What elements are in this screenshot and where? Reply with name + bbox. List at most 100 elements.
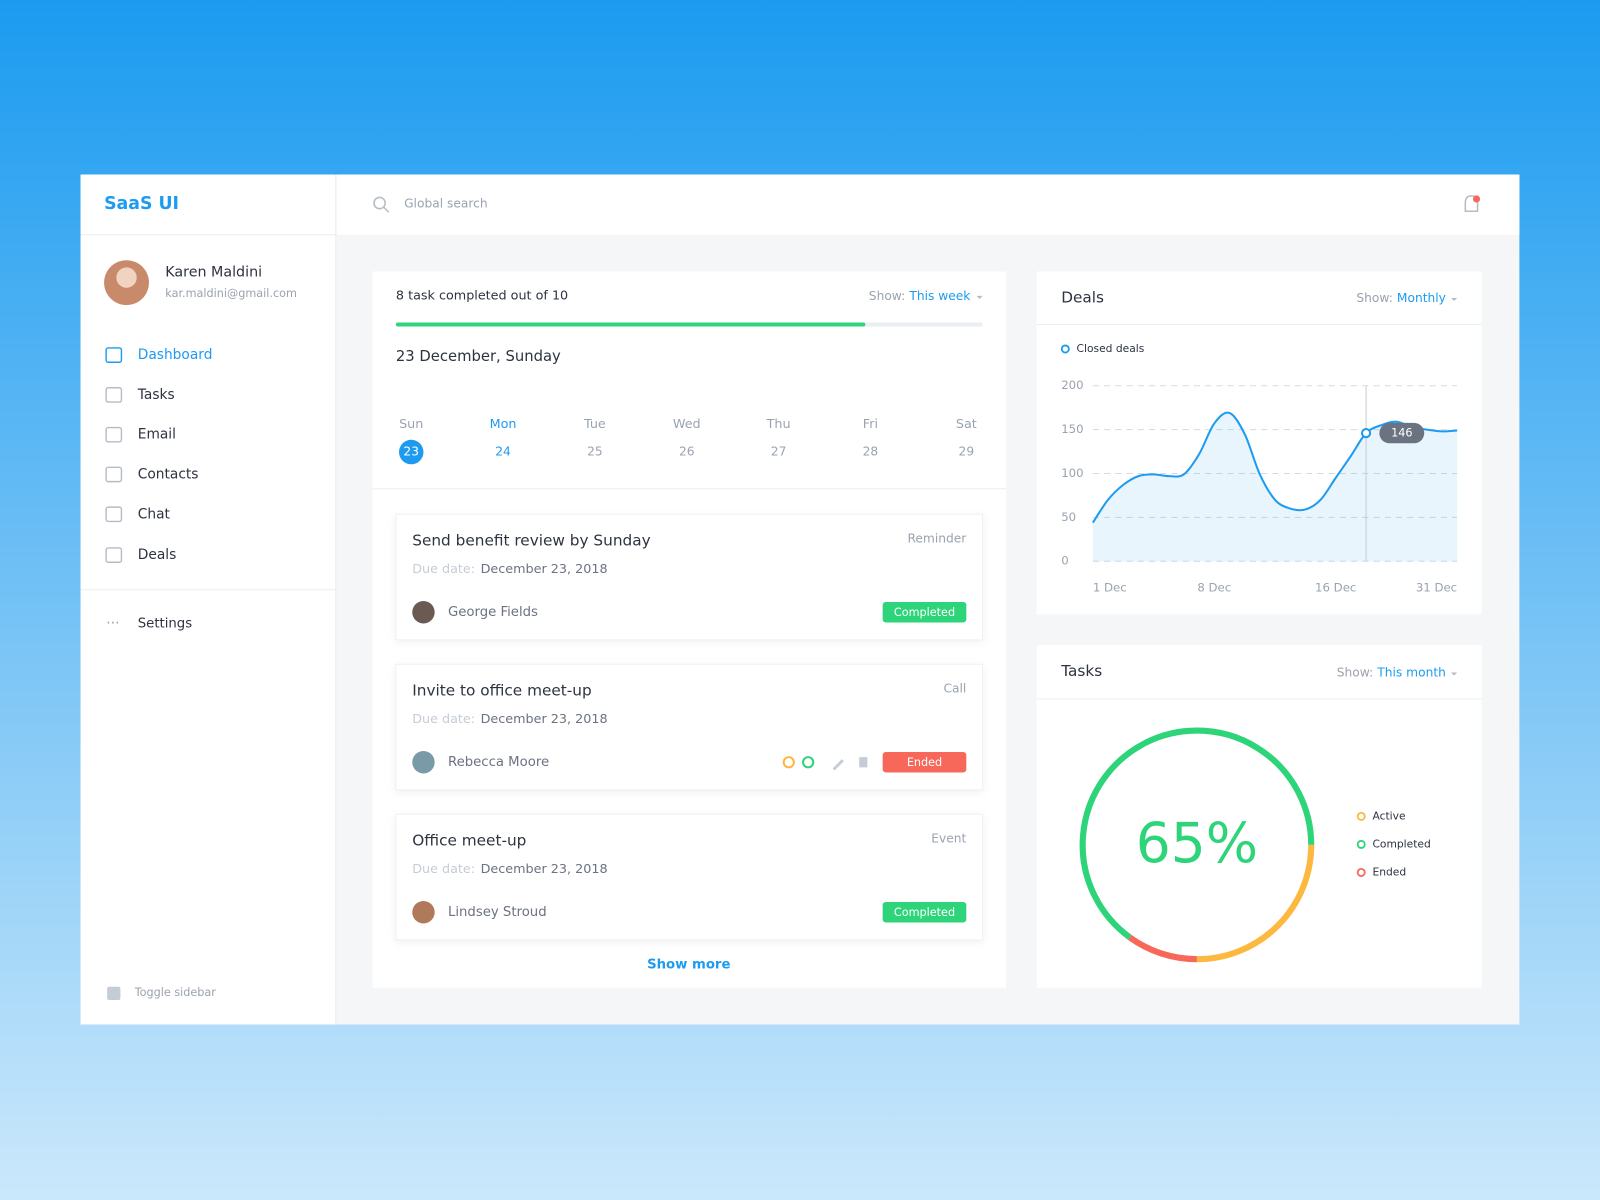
nav-icon [105, 347, 123, 363]
sidebar [80, 174, 336, 1025]
day-name: Thu [766, 417, 791, 432]
nav-icon [105, 547, 123, 563]
person-avatar [412, 901, 435, 924]
search-input[interactable]: Global search [404, 197, 488, 211]
date: 23 December, Sunday [396, 348, 561, 365]
legend-marker [1060, 344, 1070, 354]
task-type: Call [943, 681, 966, 695]
tasks-title: Tasks [1060, 662, 1102, 680]
search-icon [373, 196, 386, 210]
y-tick-label: 50 [1061, 510, 1076, 524]
task-title: Invite to office meet-up [412, 681, 591, 699]
nav: Dashboard Tasks Email Contacts Chat Deals [105, 347, 213, 563]
status-badge [882, 602, 967, 623]
nav-item[interactable]: Chat [138, 506, 171, 522]
person: George Fields [448, 605, 538, 620]
nav-icon [105, 466, 123, 483]
nav-item[interactable]: Contacts [138, 466, 199, 482]
show-more[interactable]: Show more [647, 957, 730, 972]
nav-icon [105, 506, 123, 523]
toggle-icon [107, 986, 121, 1000]
day-date[interactable]: 28 [863, 445, 879, 459]
caret [1451, 297, 1458, 302]
person-avatar [412, 601, 435, 624]
nav-item[interactable]: Email [138, 427, 176, 443]
day-date[interactable]: 25 [587, 445, 603, 459]
settings-icon: ··· [106, 615, 120, 631]
show-value: Monthly [1397, 290, 1446, 304]
nav-item[interactable]: Deals [138, 547, 177, 563]
settings[interactable]: Settings [138, 616, 192, 631]
legend-marker [1356, 811, 1366, 821]
nav-icon [105, 426, 123, 443]
status-badge [882, 752, 967, 773]
task-list: Send benefit review by Sunday Reminder Due… [395, 513, 984, 941]
day-date[interactable]: 27 [771, 445, 787, 459]
due-date: December 23, 2018 [481, 562, 608, 577]
action-edit[interactable] [832, 759, 844, 771]
progress-bar [395, 322, 866, 327]
legend-label: Ended [1372, 865, 1406, 878]
y-tick-label: 0 [1061, 554, 1068, 568]
show-value: This week [908, 288, 971, 302]
status-badge [882, 902, 967, 923]
day-date[interactable]: 24 [495, 445, 511, 459]
progress-title: 8 task completed out of 10 [396, 288, 568, 303]
legend-label: Active [1372, 809, 1406, 822]
caret [1451, 672, 1458, 676]
task-title: Office meet-up [412, 831, 526, 849]
show-filter[interactable]: Show: This week [869, 288, 971, 302]
search-icon [383, 206, 390, 213]
toggle-sidebar[interactable]: Toggle sidebar [134, 986, 217, 999]
legend-label: Completed [1372, 837, 1430, 850]
status: Ended [907, 756, 942, 769]
status: Completed [894, 606, 955, 619]
day-date[interactable]: 23 [403, 445, 419, 459]
topbar [336, 174, 1520, 235]
x-tick-label: 31 Dec [1416, 580, 1457, 594]
day-name: Mon [490, 417, 517, 432]
action-active[interactable] [782, 756, 795, 769]
day-date[interactable]: 26 [679, 445, 695, 459]
nav-item[interactable]: Tasks [137, 387, 175, 403]
line [1092, 411, 1458, 524]
nav-item[interactable]: Dashboard [138, 347, 213, 363]
week: Sun 23 Mon 24 Tue 25 Wed 26 Thu 27 Fri 28 Sat 29 [398, 417, 977, 465]
y-tick-label: 100 [1061, 466, 1083, 480]
person: Rebecca Moore [448, 755, 549, 770]
donut-segment [1196, 844, 1315, 963]
show-filter[interactable]: Show: Monthly [1356, 290, 1446, 304]
due-label: Due date: [412, 862, 475, 877]
caret [976, 295, 983, 299]
x-tick-label: 1 Dec [1093, 580, 1127, 594]
y-tick-label: 150 [1061, 422, 1083, 436]
donut-segment [1079, 727, 1315, 940]
deals-title: Deals [1061, 288, 1104, 306]
selected-day [398, 439, 424, 465]
day-name: Wed [673, 417, 701, 432]
y-tick-label: 200 [1061, 378, 1083, 392]
day-name: Fri [863, 417, 878, 432]
day-date[interactable]: 29 [959, 445, 975, 459]
show-filter[interactable]: Show: This month [1337, 665, 1446, 679]
due-label: Due date: [412, 712, 475, 727]
show-value: This month [1376, 665, 1446, 679]
tasks-chart: 65% Active Completed Ended [1079, 727, 1431, 963]
show-label: Show: [1337, 665, 1373, 679]
action-delete[interactable] [859, 757, 868, 768]
task-title: Send benefit review by Sunday [412, 531, 650, 549]
hover-point[interactable] [1360, 428, 1372, 439]
legend-label: Closed deals [1077, 342, 1145, 355]
deals-chart: Closed deals 0 50 100 150 200 1 Dec 8 Dec 16 Dec… [1060, 342, 1458, 594]
due-date: December 23, 2018 [481, 862, 608, 877]
status: Completed [894, 906, 955, 919]
action-complete[interactable] [802, 756, 815, 769]
user-name: Karen Maldini [165, 264, 262, 280]
avatar-face [116, 267, 137, 288]
tooltip-value: 146 [1391, 427, 1412, 440]
show-label: Show: [869, 288, 905, 302]
show-label: Show: [1356, 290, 1392, 304]
user-email: kar.maldini@gmail.com [165, 287, 297, 300]
